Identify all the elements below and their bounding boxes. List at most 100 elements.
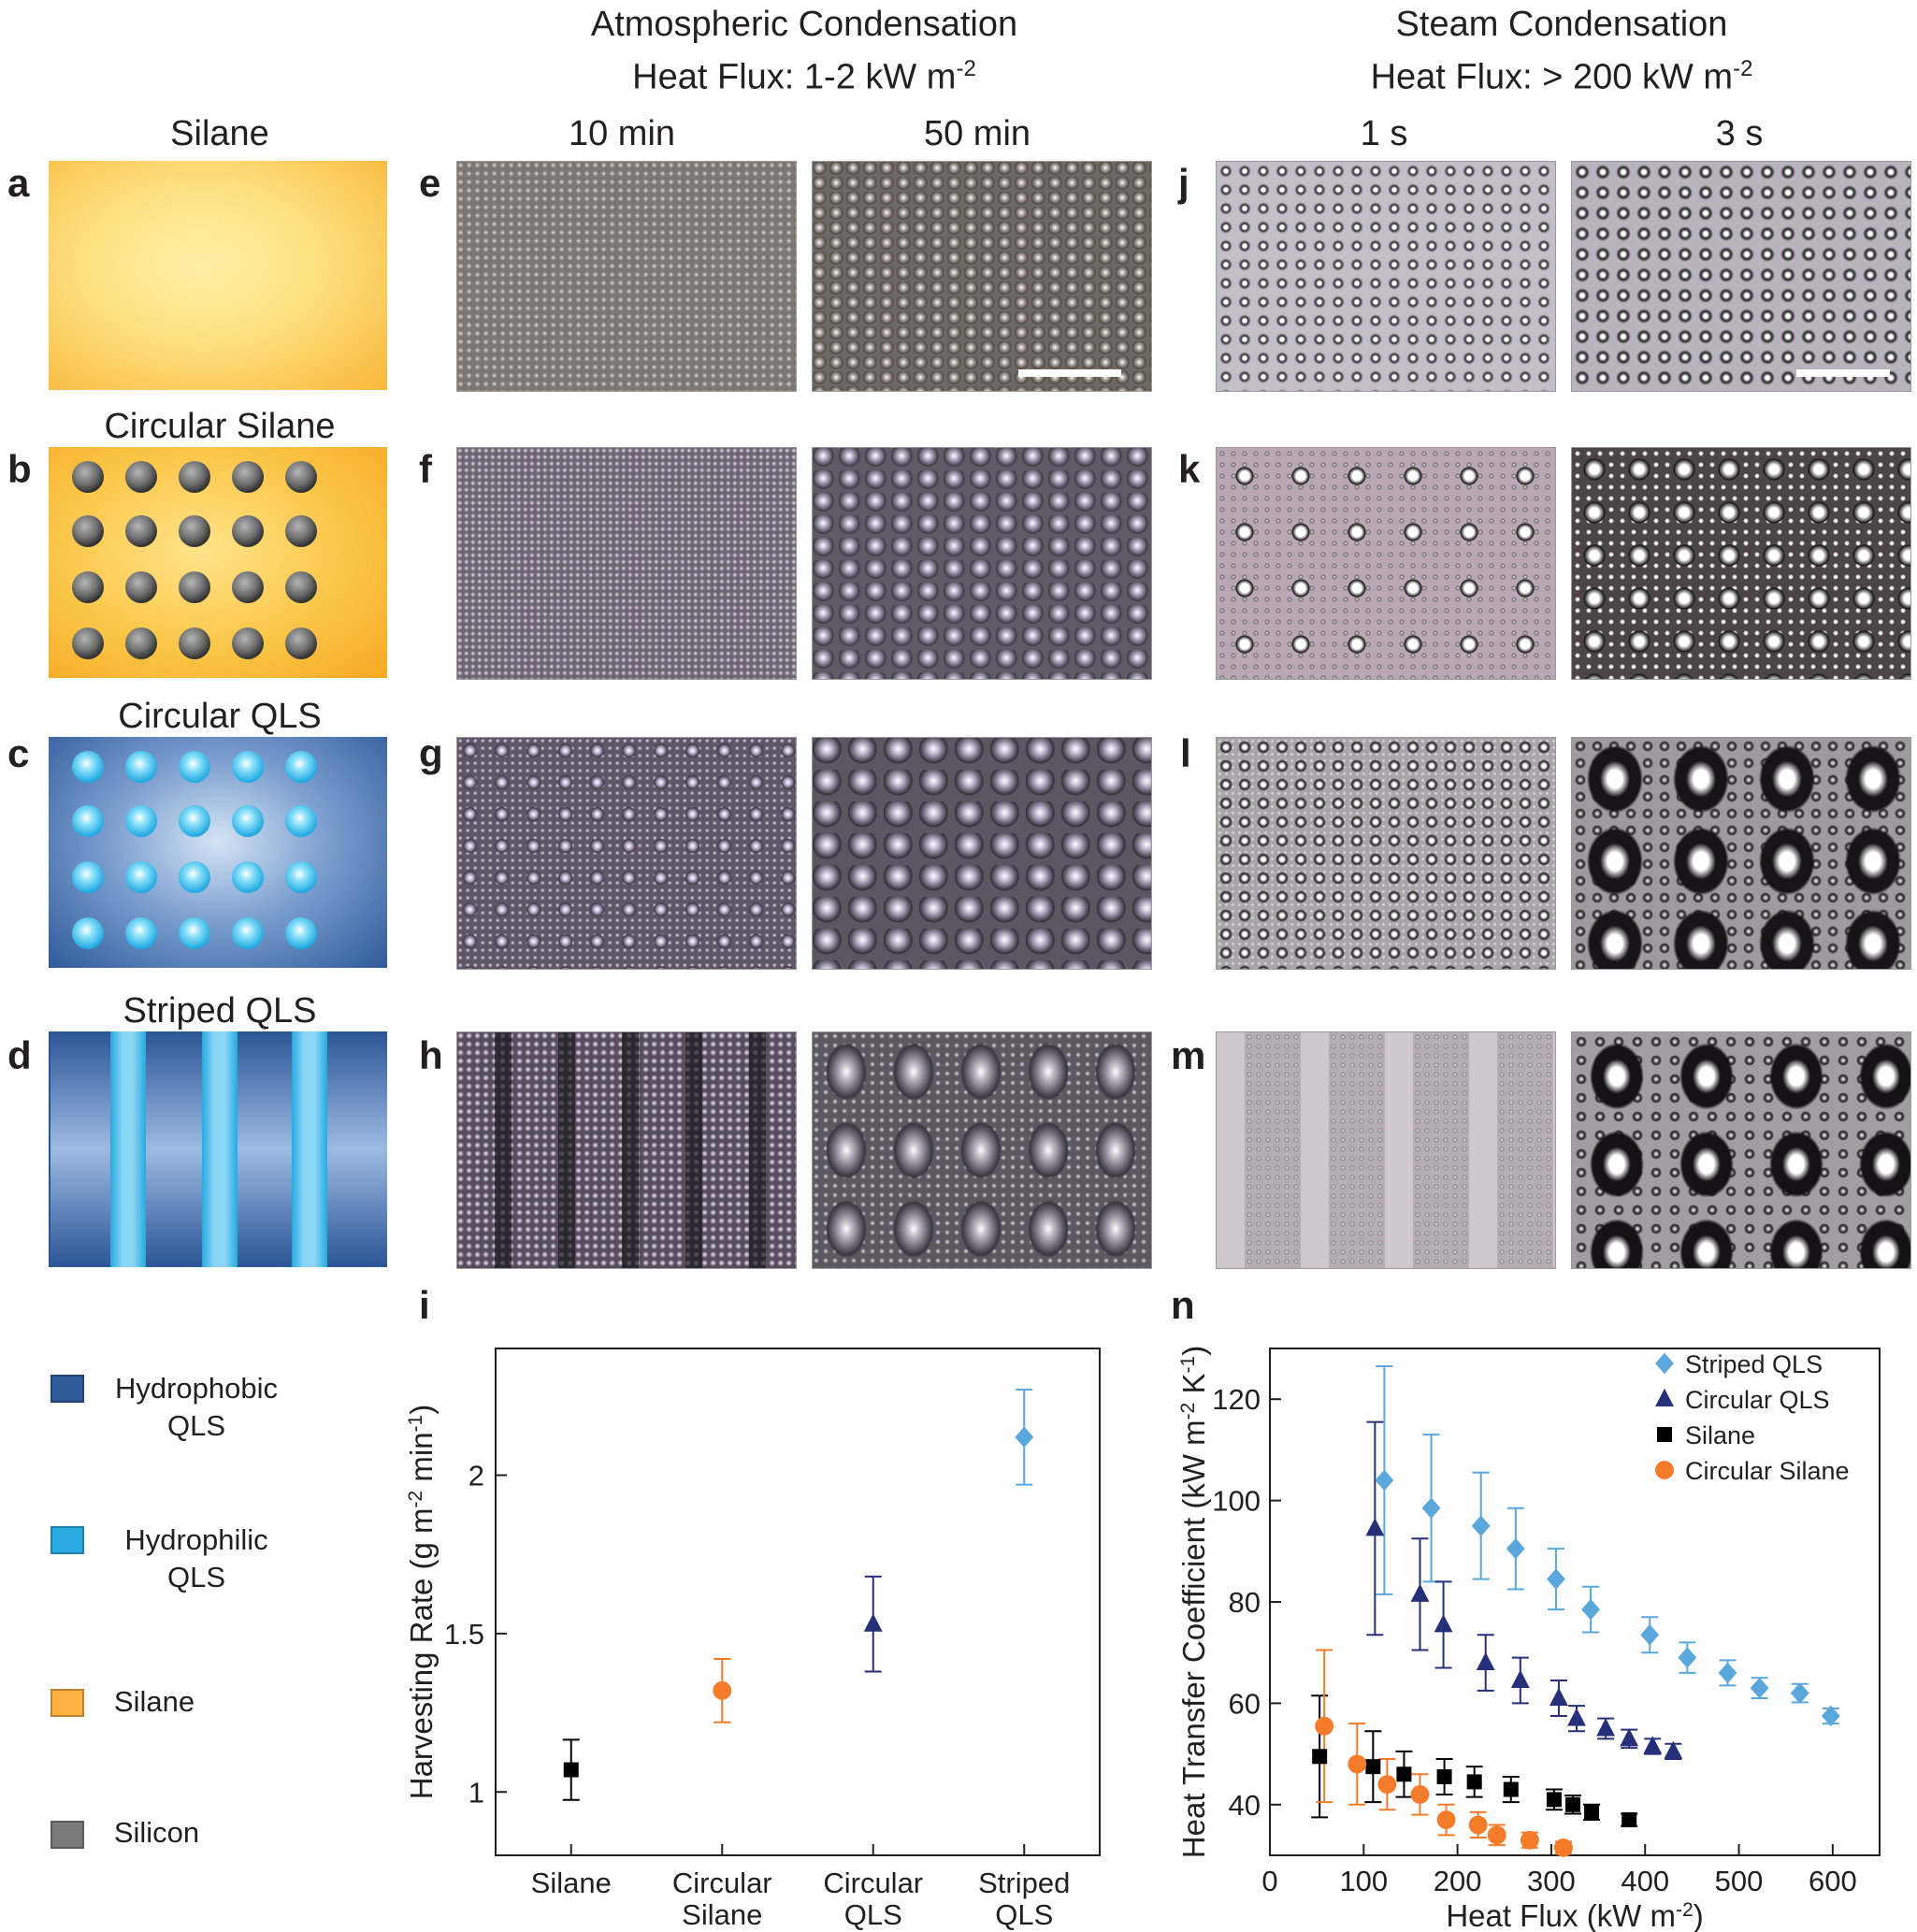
hydrophilic-dot <box>232 861 264 893</box>
hydrophilic-dot <box>285 751 317 783</box>
data-point-striped-qls <box>1640 1624 1660 1646</box>
data-point-circular-qls <box>1567 1708 1586 1726</box>
hydrophilic-dot <box>179 751 210 783</box>
x-tick-label: QLS <box>844 1898 902 1931</box>
stripe-pattern <box>49 1031 387 1267</box>
data-point-silane <box>1546 1792 1562 1808</box>
column-3-s: 3 s <box>1715 114 1764 153</box>
panel-letter-k: k <box>1178 447 1201 491</box>
silicon-dots <box>72 461 317 659</box>
data-point-silane <box>1564 1796 1580 1812</box>
data-point-circular-qls <box>1410 1583 1430 1602</box>
data-point-circular-qls <box>1476 1651 1495 1671</box>
y-tick-label: 100 <box>1212 1485 1261 1518</box>
photo-striped-qls-3-s <box>1571 1031 1911 1269</box>
silicon-dot <box>285 461 317 493</box>
schematic-circular-qls <box>49 737 387 968</box>
legend-label-hydrophilic-qls: Hydrophilic QLS <box>124 1523 268 1593</box>
data-point-circular-qls <box>1365 1518 1385 1536</box>
data-point-circular-qls <box>1549 1687 1568 1706</box>
legend-label-hydrophobic-qls: Hydrophobic QLS <box>114 1372 279 1442</box>
photo-striped-qls-1-s <box>1216 1031 1556 1269</box>
silicon-dot <box>125 571 157 603</box>
legend-entry: Striped QLS <box>1685 1350 1823 1378</box>
panel-letter-h: h <box>419 1033 443 1077</box>
data-point-circular-silane <box>1410 1785 1430 1804</box>
silicon-dot <box>72 515 104 547</box>
y-tick-label: 120 <box>1212 1383 1261 1416</box>
x-tick-label: Silane <box>682 1898 762 1931</box>
x-tick-label: 200 <box>1434 1865 1482 1897</box>
photo-striped-qls-50-min <box>812 1031 1152 1269</box>
x-tick-label: Circular <box>672 1867 772 1899</box>
photo-silane-10-min <box>456 161 797 392</box>
legend-swatch-hydrophilic-qls <box>50 1526 84 1554</box>
photo-circular-silane-50-min <box>812 447 1152 680</box>
y-tick-label: 1 <box>468 1776 484 1809</box>
column-10-min: 10 min <box>568 114 676 153</box>
x-tick-label: 0 <box>1261 1865 1277 1897</box>
scale-bar <box>1796 369 1890 377</box>
data-point-striped-qls <box>1471 1515 1491 1536</box>
photo-silane-50-min <box>812 161 1152 392</box>
x-tick-label: 600 <box>1809 1865 1857 1897</box>
data-point-circular-qls <box>1434 1614 1453 1633</box>
silicon-dot <box>232 515 264 547</box>
hydrophilic-dot <box>72 861 104 893</box>
silicon-dot <box>125 515 157 547</box>
steam-heat-flux: Heat Flux: > 200 kW m-2 <box>1370 56 1753 97</box>
data-point-circular-qls <box>1620 1728 1639 1747</box>
legend-label-silicon: Silicon <box>113 1816 200 1849</box>
x-axis-label: Heat Flux (kW m-2) <box>1446 1898 1703 1932</box>
schematic-circular-silane <box>49 447 387 678</box>
atmospheric-header: Atmospheric Condensation Heat Flux: 1-2 … <box>524 2 1085 100</box>
hydrophilic-dot <box>125 751 157 783</box>
data-point-circular-silane <box>1436 1810 1456 1829</box>
column-1-s: 1 s <box>1360 114 1408 153</box>
chart-heat-transfer-coefficient: 0 100 200 300 400 500 600 40 60 80 100 120 Striped Q… <box>1176 1346 1881 1932</box>
data-point-striped-qls <box>1750 1677 1769 1699</box>
schematic-silane <box>49 161 387 390</box>
x-tick-label: 500 <box>1715 1865 1764 1897</box>
data-point-silane <box>1503 1781 1519 1797</box>
row-title-striped-qls: Striped QLS <box>123 991 317 1031</box>
hydrophilic-dot <box>125 917 157 949</box>
data-point-silane <box>1365 1759 1381 1775</box>
data-point-striped-qls <box>1547 1568 1565 1590</box>
panel-letter-i: i <box>419 1283 430 1327</box>
legend-marker <box>1655 1352 1674 1375</box>
photo-circular-silane-3-s <box>1571 447 1911 680</box>
legend-swatch-hydrophobic-qls <box>50 1375 84 1403</box>
silicon-dot <box>72 461 104 493</box>
hydrophilic-dot <box>72 917 104 949</box>
scale-bar <box>1018 369 1121 377</box>
steam-header: Steam Condensation Heat Flux: > 200 kW m… <box>1281 2 1842 100</box>
panel-letter-j: j <box>1178 161 1189 205</box>
silicon-dot <box>179 571 210 603</box>
panel-letter-m: m <box>1171 1033 1206 1077</box>
photo-circular-qls-10-min <box>456 737 797 970</box>
data-point-striped-qls <box>1581 1598 1600 1621</box>
data-point-circular-silane <box>713 1680 732 1700</box>
data-point-circular-qls <box>1664 1740 1683 1759</box>
hydrophilic-dot <box>125 861 157 893</box>
photo-silane-1-s <box>1216 161 1556 392</box>
legend-swatch-silicon <box>50 1821 84 1849</box>
hydrophilic-dot <box>179 861 210 893</box>
steam-title: Steam Condensation <box>1395 5 1728 44</box>
hydrophilic-dot <box>179 805 210 837</box>
silicon-dot <box>125 461 157 493</box>
data-point-silane <box>1312 1749 1328 1765</box>
silicon-dot <box>285 515 317 547</box>
photo-circular-qls-1-s <box>1216 737 1556 970</box>
row-title-circular-silane: Circular Silane <box>104 407 336 446</box>
panel-letter-g: g <box>419 731 443 775</box>
schematic-striped-qls <box>49 1031 387 1267</box>
data-point-circular-qls <box>1643 1736 1663 1754</box>
silicon-dot <box>72 627 104 659</box>
data-point-silane <box>1622 1812 1637 1828</box>
photo-circular-qls-3-s <box>1571 737 1911 970</box>
x-tick-label: 300 <box>1527 1865 1576 1897</box>
data-point-silane <box>1436 1768 1452 1784</box>
